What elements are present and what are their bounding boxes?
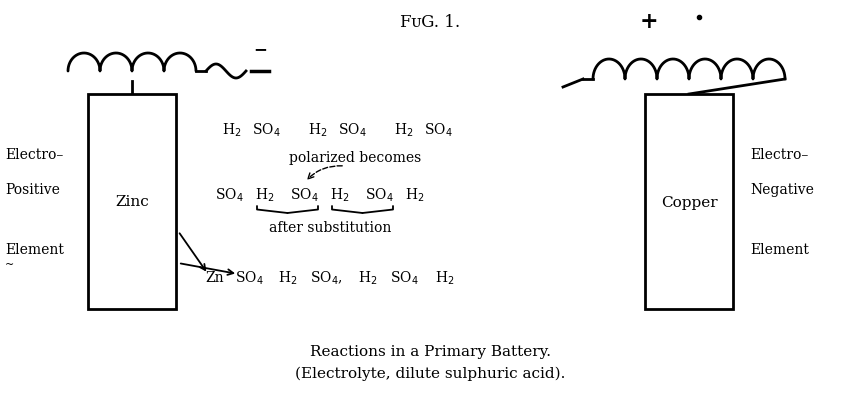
Text: SO$_4$: SO$_4$ bbox=[235, 269, 263, 286]
Text: SO$_4$: SO$_4$ bbox=[424, 121, 453, 139]
Text: SO$_4$: SO$_4$ bbox=[390, 269, 418, 286]
Bar bbox=[88, 95, 176, 309]
Text: H$_2$: H$_2$ bbox=[358, 269, 377, 286]
Text: H$_2$: H$_2$ bbox=[222, 121, 241, 139]
Text: Zinc: Zinc bbox=[115, 195, 149, 209]
Text: SO$_4$: SO$_4$ bbox=[290, 186, 319, 203]
Text: SO$_4$: SO$_4$ bbox=[338, 121, 367, 139]
Text: Electro–: Electro– bbox=[5, 148, 64, 162]
Text: SO$_4$,: SO$_4$, bbox=[310, 269, 343, 286]
Text: Copper: Copper bbox=[660, 195, 717, 209]
Text: FᴜG. 1.: FᴜG. 1. bbox=[400, 14, 460, 31]
Text: H$_2$: H$_2$ bbox=[435, 269, 455, 286]
Text: SO$_4$: SO$_4$ bbox=[365, 186, 393, 203]
Text: H$_2$: H$_2$ bbox=[330, 186, 350, 203]
Text: Zn: Zn bbox=[205, 270, 224, 284]
Text: polarized becomes: polarized becomes bbox=[289, 151, 421, 164]
Text: Positive: Positive bbox=[5, 183, 60, 196]
Text: H$_2$: H$_2$ bbox=[394, 121, 413, 139]
Text: H$_2$: H$_2$ bbox=[278, 269, 297, 286]
Bar bbox=[645, 95, 733, 309]
Text: H$_2$: H$_2$ bbox=[405, 186, 424, 203]
Text: Element: Element bbox=[5, 243, 64, 256]
Text: Element: Element bbox=[750, 243, 808, 256]
Text: +: + bbox=[640, 11, 659, 33]
Text: H$_2$: H$_2$ bbox=[255, 186, 275, 203]
Text: −: − bbox=[253, 41, 267, 58]
Text: ~: ~ bbox=[5, 259, 15, 269]
Text: SO$_4$: SO$_4$ bbox=[252, 121, 281, 139]
Text: after substitution: after substitution bbox=[269, 220, 391, 234]
Text: Electro–: Electro– bbox=[750, 148, 808, 162]
Text: (Electrolyte, dilute sulphuric acid).: (Electrolyte, dilute sulphuric acid). bbox=[294, 366, 565, 380]
Text: Negative: Negative bbox=[750, 183, 814, 196]
Text: SO$_4$: SO$_4$ bbox=[215, 186, 244, 203]
Text: Reactions in a Primary Battery.: Reactions in a Primary Battery. bbox=[309, 344, 550, 358]
Text: H$_2$: H$_2$ bbox=[308, 121, 327, 139]
